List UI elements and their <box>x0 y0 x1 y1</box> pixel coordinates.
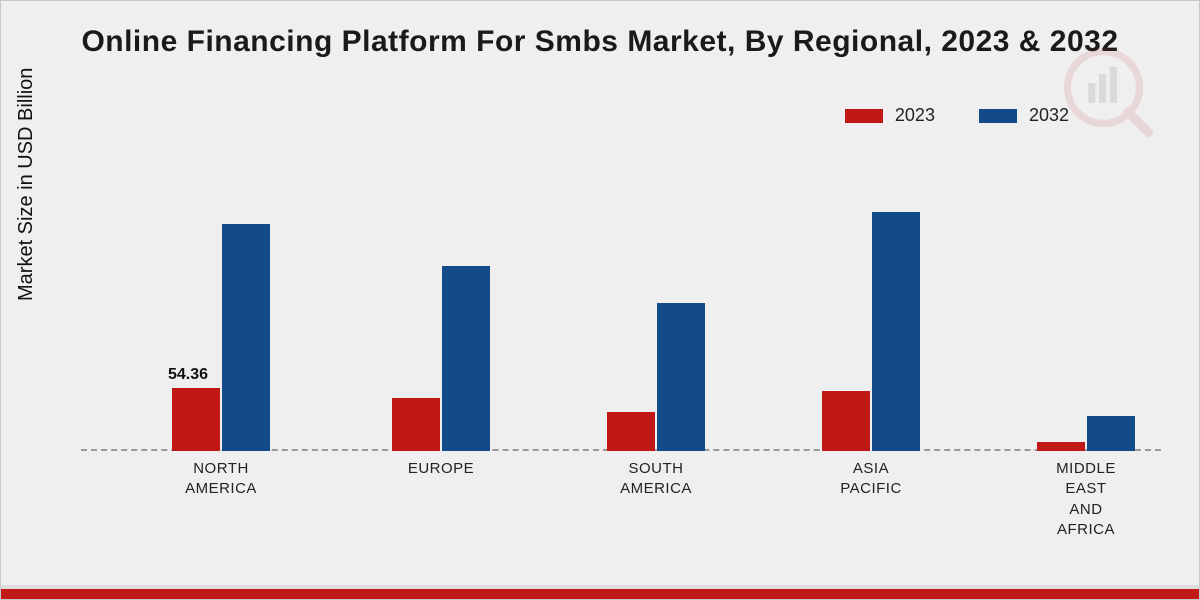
x-label-ap: ASIAPACIFIC <box>801 459 941 500</box>
bar-value-label-na: 54.36 <box>168 366 208 384</box>
chart-title: Online Financing Platform For Smbs Marke… <box>1 25 1199 59</box>
bar-group-mea <box>1037 416 1135 451</box>
bar-group-eu <box>392 266 490 451</box>
legend-item-2032: 2032 <box>979 105 1069 126</box>
bar-2023-sa <box>607 412 655 451</box>
bar-group-ap <box>822 212 920 451</box>
legend-swatch-2032 <box>979 109 1017 123</box>
x-label-na: NORTHAMERICA <box>151 459 291 500</box>
bar-group-na: 54.36 <box>172 224 270 451</box>
x-label-mea: MIDDLEEASTANDAFRICA <box>1016 459 1156 540</box>
legend-item-2023: 2023 <box>845 105 935 126</box>
bar-2023-na <box>172 388 220 451</box>
bar-2032-mea <box>1087 416 1135 451</box>
footer-accent-bar <box>1 585 1199 599</box>
legend-label-2023: 2023 <box>895 105 935 126</box>
chart-canvas: Online Financing Platform For Smbs Marke… <box>0 0 1200 600</box>
watermark-logo-icon <box>1063 47 1153 137</box>
x-axis-labels: NORTHAMERICA EUROPE SOUTHAMERICA ASIAPACIFI… <box>81 459 1161 569</box>
y-axis-label: Market Size in USD Billion <box>15 68 38 301</box>
x-label-eu: EUROPE <box>371 459 511 479</box>
bar-2032-ap <box>872 212 920 451</box>
bar-2032-eu <box>442 266 490 451</box>
bar-2023-eu <box>392 398 440 451</box>
x-label-sa: SOUTHAMERICA <box>586 459 726 500</box>
bar-2023-ap <box>822 391 870 451</box>
plot-area: 54.36 <box>81 151 1161 451</box>
bar-2032-sa <box>657 303 705 451</box>
legend-label-2032: 2032 <box>1029 105 1069 126</box>
bar-2032-na <box>222 224 270 451</box>
legend: 2023 2032 <box>845 105 1069 126</box>
bar-2023-mea <box>1037 442 1085 451</box>
bar-group-sa <box>607 303 705 451</box>
legend-swatch-2023 <box>845 109 883 123</box>
